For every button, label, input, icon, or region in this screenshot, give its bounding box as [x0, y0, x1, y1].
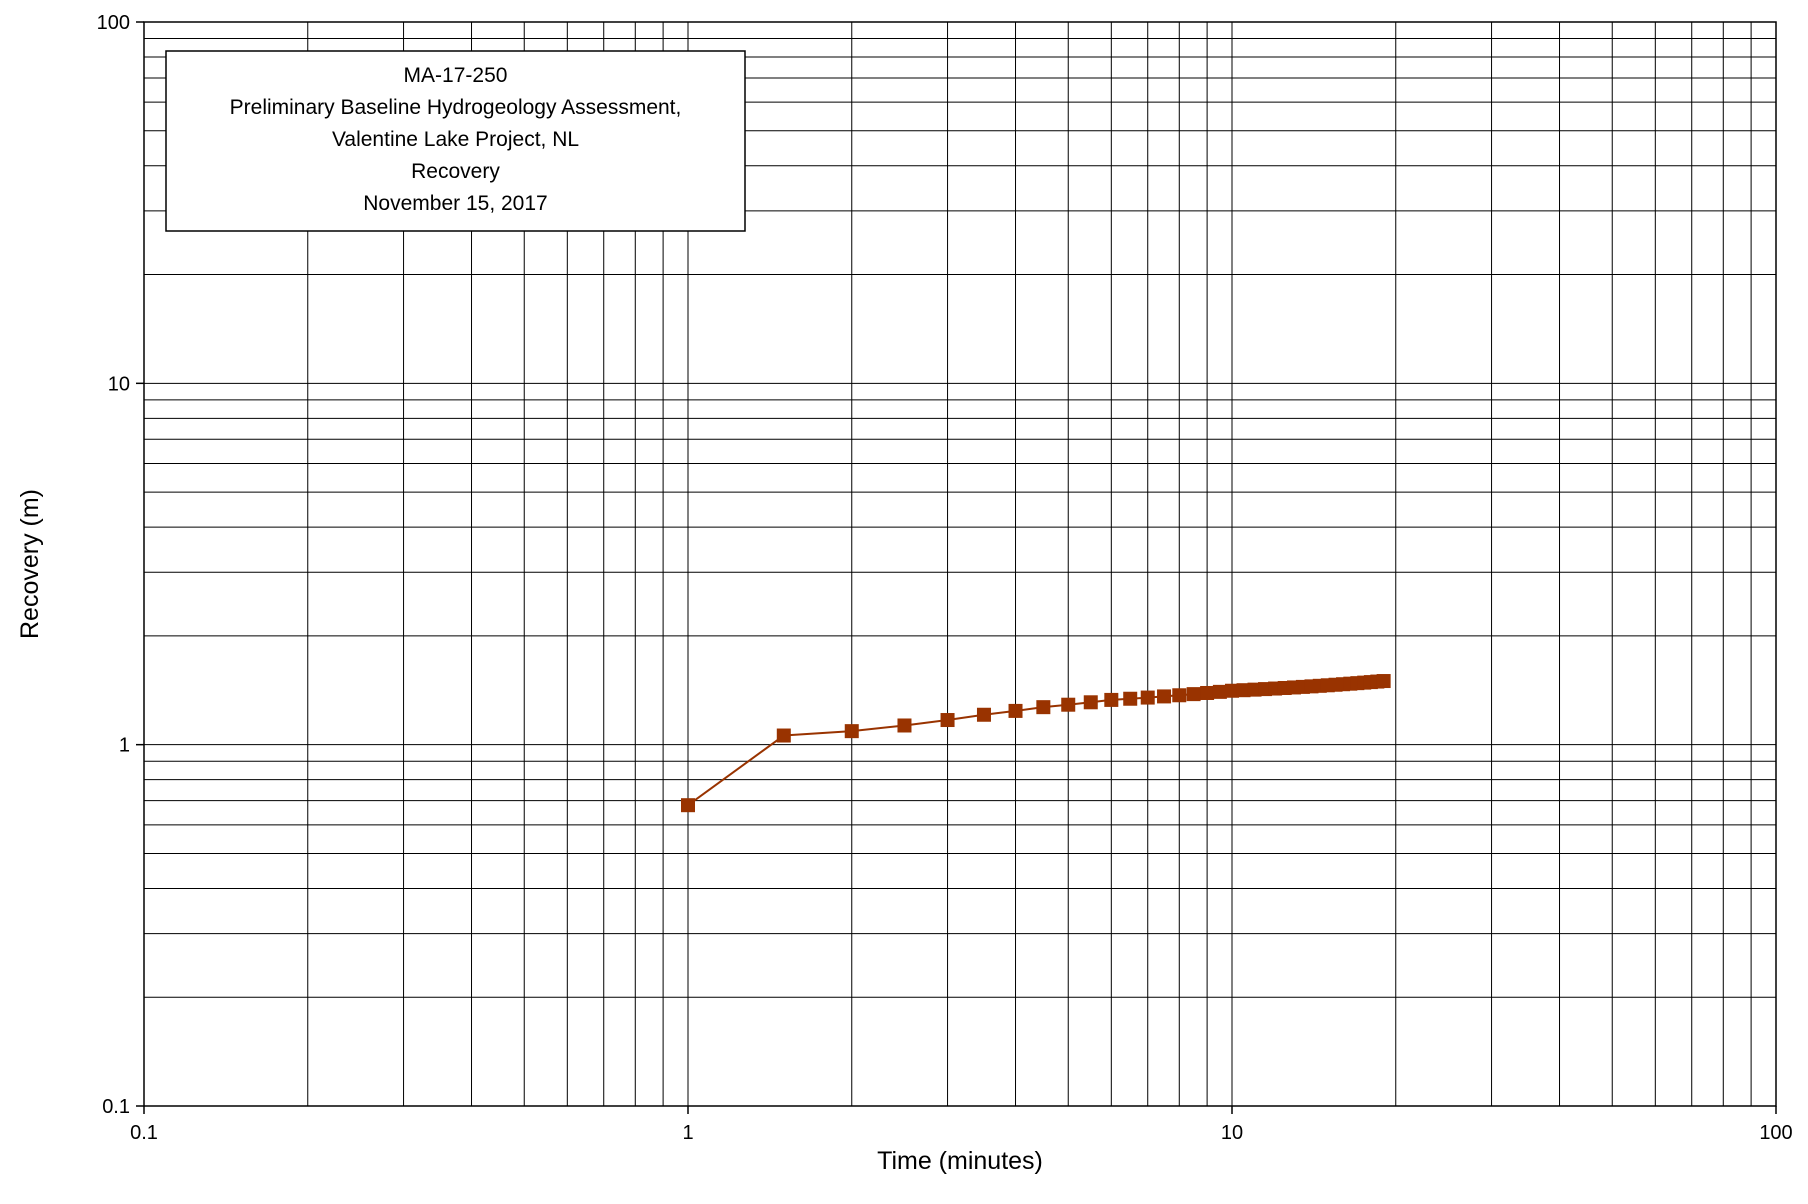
x-axis-title: Time (minutes)	[877, 1147, 1043, 1175]
data-point-marker	[1186, 687, 1201, 702]
data-point-marker	[1376, 674, 1391, 689]
data-point-marker	[844, 724, 859, 739]
y-tick-label: 0.1	[102, 1096, 130, 1118]
data-point-marker	[1212, 684, 1227, 699]
data-point-marker	[1104, 692, 1119, 707]
data-point-marker	[1008, 703, 1023, 718]
data-point-marker	[1123, 691, 1138, 706]
annotation-box: MA-17-250 Preliminary Baseline Hydrogeolo…	[165, 50, 746, 232]
annotation-line: Valentine Lake Project, NL	[332, 128, 579, 151]
annotation-line: Recovery	[411, 160, 500, 183]
data-point-marker	[897, 718, 912, 733]
data-point-marker	[1172, 688, 1187, 703]
data-point-marker	[1225, 683, 1239, 698]
data-point-marker	[1236, 683, 1251, 698]
y-axis-title: Recovery (m)	[16, 489, 44, 639]
data-point-marker	[976, 707, 991, 722]
x-axis-ticks: 0.1 1 10 100	[130, 1106, 1793, 1144]
plot-frame	[143, 21, 1777, 1107]
series	[681, 674, 1391, 813]
data-point-marker	[1083, 695, 1098, 710]
annotation-line: MA-17-250	[404, 64, 508, 87]
y-tick-label: 10	[108, 373, 130, 395]
y-axis-ticks: 0.1 1 10 100	[97, 12, 144, 1118]
x-tick-label: 100	[1759, 1122, 1792, 1144]
data-point-marker	[776, 728, 791, 743]
x-tick-label: 10	[1221, 1122, 1243, 1144]
annotation-line: November 15, 2017	[363, 192, 547, 215]
data-point-marker	[940, 713, 955, 728]
annotation-frame	[165, 50, 746, 232]
data-point-marker	[1157, 689, 1172, 704]
x-tick-label: 0.1	[130, 1122, 158, 1144]
data-point-marker	[1061, 697, 1076, 712]
data-point-marker	[1200, 685, 1215, 700]
y-tick-label: 1	[119, 735, 130, 757]
data-point-marker	[681, 798, 695, 813]
data-point-marker	[1140, 690, 1155, 705]
annotation-line: Preliminary Baseline Hydrogeology Assess…	[230, 96, 682, 119]
annotation-text: MA-17-250 Preliminary Baseline Hydrogeolo…	[230, 64, 682, 215]
y-tick-label: 100	[97, 12, 130, 34]
data-point-marker	[1036, 700, 1051, 715]
x-tick-label: 1	[682, 1122, 693, 1144]
data-point-marker	[1247, 682, 1262, 697]
